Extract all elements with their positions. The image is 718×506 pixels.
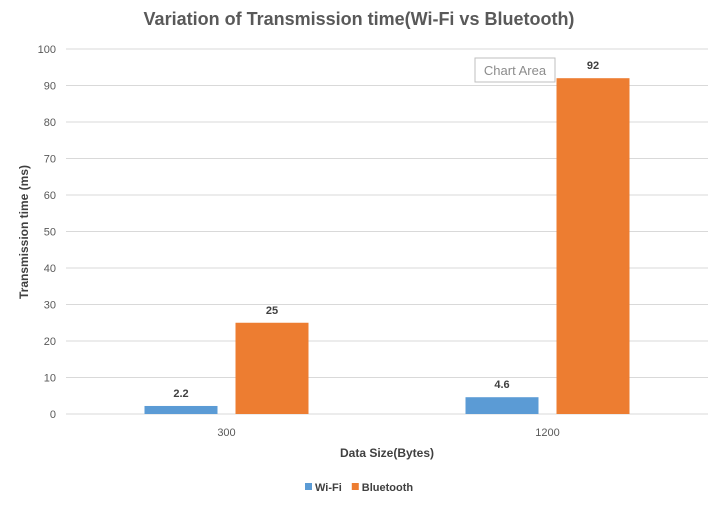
data-label: 92 [587,60,599,72]
y-tick-label: 0 [50,409,56,421]
y-tick-label: 90 [44,81,56,93]
y-tick-label: 10 [44,373,56,385]
legend: Wi-Fi Bluetooth [305,482,413,494]
legend-label: Bluetooth [362,482,414,494]
legend-label: Wi-Fi [315,482,342,494]
bar-wi-fi-300 [144,405,218,414]
y-tick-label: 80 [44,117,56,129]
y-tick-label: 60 [44,190,56,202]
y-tick-label: 100 [38,44,56,56]
bar-bluetooth-1200 [556,78,630,414]
data-label: 4.6 [494,379,509,391]
bars [144,78,630,414]
tooltip-text: Chart Area [484,63,547,78]
y-axis-title: Transmission time (ms) [17,165,31,299]
y-tick-label: 50 [44,227,56,239]
x-axis-title: Data Size(Bytes) [340,446,434,460]
legend-swatch [351,483,359,490]
y-tick-label: 20 [44,336,56,348]
chart-title: Variation of Transmission time(Wi-Fi vs … [144,9,575,29]
y-axis-ticks: 0 10 20 30 40 50 60 70 80 90 100 [38,44,56,421]
tooltip-box [474,57,556,83]
bar-wi-fi-1200 [465,397,539,414]
data-label: 2.2 [173,388,188,400]
legend-swatch [305,483,312,490]
data-label: 25 [266,305,278,317]
data-labels: 2.2 25 4.6 92 [173,60,599,400]
y-tick-label: 40 [44,263,56,275]
x-tick-label: 1200 [535,427,559,439]
x-tick-label: 300 [217,427,235,439]
bar-bluetooth-300 [235,322,309,414]
y-tick-label: 70 [44,154,56,166]
x-axis-ticks: 300 1200 [217,427,559,439]
y-tick-label: 30 [44,300,56,312]
chart-area-tooltip: Chart Area [474,57,556,83]
